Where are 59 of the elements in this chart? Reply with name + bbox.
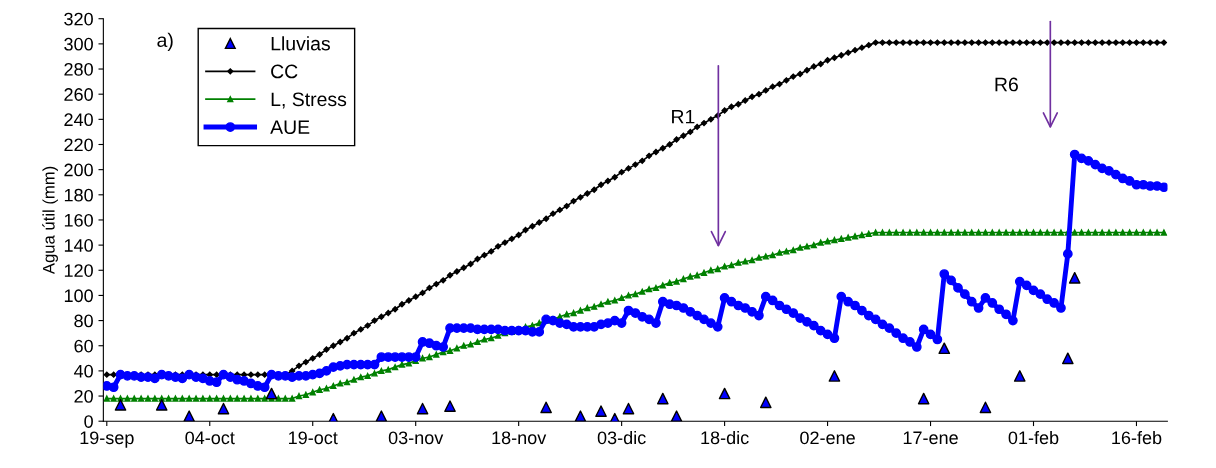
point <box>114 399 127 411</box>
point <box>183 410 196 422</box>
y-tick-label: 140 <box>64 239 93 252</box>
y-tick-label: 180 <box>64 188 93 202</box>
annotation: R6 <box>995 77 1018 92</box>
point <box>1068 271 1081 284</box>
y-tick-label: 280 <box>64 62 93 76</box>
legend-label: L, Stress <box>271 92 347 109</box>
point <box>444 400 456 412</box>
point <box>670 410 683 422</box>
point <box>938 342 951 355</box>
y-tick-label: 260 <box>64 88 93 101</box>
point <box>917 392 930 405</box>
point <box>1061 352 1074 365</box>
x-tick-label: 04-oct <box>185 431 235 445</box>
y-tick-label: 40 <box>73 364 93 378</box>
legend-label: AUE <box>270 120 310 135</box>
y-tick-label: 240 <box>64 113 93 127</box>
y-tick-label: 200 <box>64 163 93 177</box>
x-tick-label: 02-ene <box>800 431 855 445</box>
point <box>540 401 552 414</box>
y-axis-title: Agua útil (mm) <box>42 166 58 275</box>
point <box>217 402 230 415</box>
x-tick-label: 19-oct <box>289 431 338 445</box>
y-tick-label: 300 <box>64 37 93 51</box>
x-tick-label: 03-dic <box>597 430 646 445</box>
x-tick-label: 19-sep <box>80 431 134 448</box>
point <box>265 387 278 400</box>
y-tick-label: 320 <box>64 12 93 26</box>
x-tick-label: 01-feb <box>1008 430 1059 445</box>
point <box>656 392 669 405</box>
point <box>375 410 388 422</box>
x-tick-label: 17-ene <box>903 431 958 445</box>
y-tick-label: 160 <box>64 213 93 227</box>
y-tick-label: 100 <box>64 289 93 303</box>
y-tick-label: 60 <box>74 339 93 353</box>
annotation: R1 <box>672 109 695 124</box>
y-tick-label: 220 <box>64 138 93 152</box>
point <box>718 387 731 400</box>
point <box>595 405 607 417</box>
point <box>416 402 429 415</box>
point <box>1013 370 1026 382</box>
point <box>828 370 841 382</box>
x-tick-label: 18-nov <box>492 431 547 445</box>
point <box>759 396 772 409</box>
point <box>574 410 587 422</box>
x-tick-label: 03-nov <box>388 431 444 445</box>
point <box>979 401 992 414</box>
point <box>622 402 635 415</box>
legend-label: Lluvias <box>271 36 330 51</box>
y-tick-label: 20 <box>74 389 93 403</box>
y-tick-label: 120 <box>64 264 93 277</box>
x-tick-label: 18-dic <box>701 430 749 445</box>
point <box>155 399 168 411</box>
y-tick-label: 80 <box>74 314 93 328</box>
legend-label: CC <box>271 64 298 79</box>
x-tick-label: 16-feb <box>1112 430 1162 445</box>
y-tick-label: 0 <box>84 415 93 428</box>
annotation: a) <box>157 32 173 51</box>
